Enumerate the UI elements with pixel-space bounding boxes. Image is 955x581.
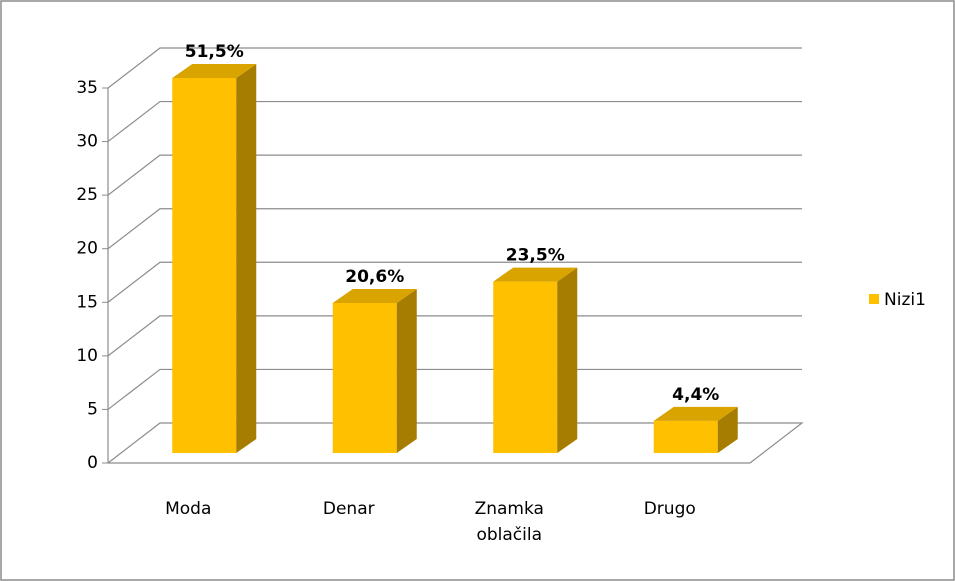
bar-top (172, 64, 257, 78)
bar (172, 64, 257, 453)
grid-line (107, 154, 802, 196)
grid-line (107, 100, 802, 143)
y-tick-label: 35 (76, 78, 98, 98)
x-tick-label: Denar (323, 499, 375, 519)
bar-front (332, 303, 397, 453)
y-tick-label: 20 (76, 239, 98, 259)
grid-line (107, 261, 802, 303)
bar-side (557, 267, 578, 453)
bar-top (653, 406, 738, 421)
bar-front (653, 420, 718, 453)
legend-label: Nizi1 (884, 290, 926, 310)
bar-side (396, 289, 417, 453)
bar-front (172, 78, 237, 453)
bar (332, 289, 417, 453)
grid-line (107, 208, 802, 250)
legend-swatch (869, 294, 879, 304)
y-tick-label: 5 (87, 399, 98, 419)
bar (653, 406, 738, 453)
y-tick-label: 15 (76, 292, 98, 312)
y-tick-label: 25 (76, 185, 98, 205)
grid-line (107, 315, 802, 357)
bar-top (493, 267, 578, 282)
x-tick-label: Drugo (644, 499, 696, 519)
x-tick-label: Moda (165, 499, 211, 519)
data-label: 51,5% (185, 42, 244, 62)
bar-front (493, 281, 558, 453)
x-tick-label: Znamka oblačila (475, 499, 544, 545)
grid-line (107, 368, 802, 410)
bar (493, 267, 578, 453)
grid-line (107, 47, 802, 89)
data-label: 4,4% (672, 385, 719, 405)
data-label: 20,6% (345, 267, 404, 287)
grid-line (107, 422, 804, 464)
bar-side (717, 406, 738, 453)
bar-side (236, 64, 257, 453)
y-tick-label: 30 (76, 132, 98, 152)
y-tick-label: 10 (76, 346, 98, 366)
data-label: 23,5% (506, 246, 565, 266)
bar-top (332, 289, 417, 303)
y-tick-label: 0 (87, 453, 98, 473)
